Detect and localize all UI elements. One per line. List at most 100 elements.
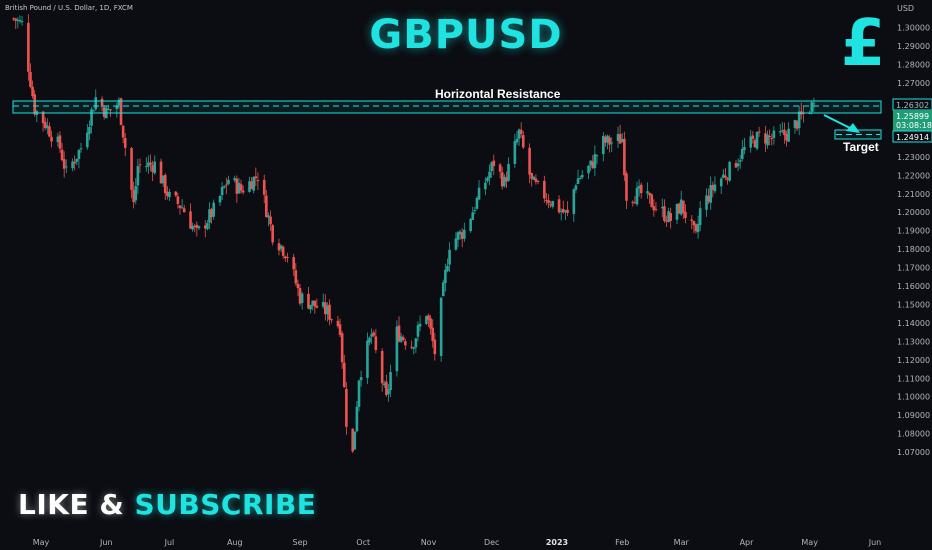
candle-body	[342, 362, 346, 388]
resistance-zone[interactable]	[12, 100, 882, 114]
candle-body	[191, 225, 194, 230]
candle-body	[593, 154, 597, 169]
candle-body	[669, 213, 672, 221]
candle-body	[121, 125, 125, 138]
candle-body	[372, 332, 376, 336]
price-tick-label: 1.18000	[897, 245, 930, 254]
candle-body	[92, 110, 95, 112]
price-tick-label: 1.11000	[897, 374, 930, 383]
candle-body	[755, 132, 759, 149]
candle-body	[646, 191, 649, 194]
candle-body	[138, 164, 142, 166]
subscribe-text: SUBSCRIBE	[134, 488, 317, 521]
candle-body	[94, 97, 98, 110]
symbol-info: British Pound / U.S. Dollar, 1D, FXCM	[5, 4, 133, 12]
candle-body	[620, 139, 624, 143]
candle-body	[532, 176, 536, 180]
candle-body	[507, 163, 510, 181]
candle-body	[359, 377, 363, 381]
candle-body	[233, 178, 237, 181]
price-tick-label: 1.16000	[897, 282, 930, 291]
candle-body	[500, 172, 504, 187]
resistance-label: Horizontal Resistance	[435, 87, 561, 101]
time-tick-label: Jun	[99, 538, 113, 547]
candle-body	[797, 111, 801, 129]
candle-body	[300, 293, 304, 303]
candle-body	[227, 179, 230, 185]
resistance-price-text: 1.26302	[896, 101, 929, 110]
candle-body	[589, 160, 592, 166]
candle-body	[557, 199, 561, 213]
candle-body	[86, 132, 89, 148]
candle-body	[578, 177, 582, 179]
candle-body	[549, 204, 552, 206]
candle-body	[781, 130, 784, 132]
candle-body	[250, 181, 253, 190]
candle-body	[602, 135, 605, 155]
price-tick-label: 1.12000	[897, 356, 930, 365]
candle-body	[448, 249, 451, 265]
candle-body	[795, 121, 799, 129]
candle-body	[743, 146, 746, 150]
candle-body	[639, 184, 643, 194]
candle-body	[469, 219, 472, 232]
candle-body	[561, 208, 565, 213]
candle-body	[33, 94, 36, 115]
candle-body	[412, 347, 416, 349]
candle-body	[279, 245, 283, 249]
price-tick-label: 1.19000	[897, 227, 930, 236]
time-tick-label: Mar	[674, 538, 690, 547]
candle-body	[311, 300, 314, 306]
candle-body	[682, 200, 685, 213]
candle-body	[220, 187, 224, 196]
time-axis[interactable]: May Jun Jul Aug Sep Oct Nov Dec 2023 Feb Mar Apr May…	[33, 538, 881, 547]
candle-body	[147, 162, 150, 167]
price-tick-label: 1.09000	[897, 411, 930, 420]
candle-body	[416, 325, 420, 337]
candle-body	[48, 126, 51, 137]
candle-body	[309, 304, 312, 310]
candle-body	[180, 207, 184, 209]
target-label: Target	[843, 140, 879, 154]
candle-body	[281, 246, 285, 256]
price-tick-label: 1.08000	[897, 430, 930, 439]
price-tick-label: 1.14000	[897, 319, 930, 328]
candle-body	[618, 134, 622, 144]
price-tick-label: 1.17000	[897, 264, 930, 273]
candle-body	[218, 195, 222, 203]
candle-body	[385, 381, 388, 395]
candle-body	[77, 149, 81, 160]
price-tick-label: 1.20000	[897, 208, 930, 217]
candle-body	[654, 208, 658, 210]
candle-body	[269, 216, 272, 225]
time-tick-label: Oct	[356, 538, 370, 547]
candle-body	[530, 172, 533, 179]
candle-body	[265, 195, 268, 218]
candle-body	[58, 135, 62, 149]
candle-body	[705, 195, 708, 210]
candle-body	[446, 265, 449, 271]
like-subscribe-banner: LIKE & SUBSCRIBE	[18, 488, 316, 521]
time-tick-label: May	[801, 538, 818, 547]
candle-body	[696, 223, 700, 233]
candle-body	[439, 297, 443, 356]
candle-body	[431, 327, 435, 342]
candle-body	[174, 191, 178, 196]
candle-body	[16, 19, 20, 22]
time-tick-label: Jul	[164, 538, 175, 547]
overlays	[12, 100, 882, 140]
price-tick-label: 1.15000	[897, 300, 930, 309]
candle-body	[740, 148, 744, 160]
candle-body	[675, 203, 679, 220]
candle-body	[292, 257, 296, 270]
candle-body	[433, 339, 437, 355]
candle-body	[521, 135, 525, 148]
time-tick-label: May	[33, 538, 50, 547]
candle-body	[770, 138, 774, 140]
candle-body	[515, 138, 519, 143]
candle-body	[395, 326, 399, 372]
candle-body	[14, 18, 18, 21]
candle-body	[370, 333, 373, 337]
candle-body	[397, 325, 401, 342]
